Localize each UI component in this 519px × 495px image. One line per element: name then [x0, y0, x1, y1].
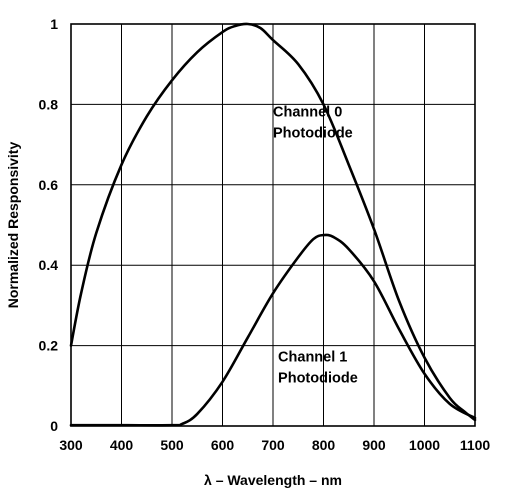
series-layer: [69, 22, 477, 427]
y-tick-labels: 0 0.2 0.4 0.6 0.8 1: [39, 16, 59, 434]
x-tick-label: 600: [211, 437, 235, 453]
series-line-channel-0: [69, 22, 477, 422]
y-tick-label: 1: [50, 16, 58, 32]
annotation-channel-0: Channel 0 Photodiode: [273, 104, 353, 141]
x-tick-label: 400: [110, 437, 134, 453]
x-tick-labels: 300 400 500 600 700 800 900 1000 1100: [59, 437, 490, 453]
x-tick-label: 500: [160, 437, 184, 453]
x-tick-label: 800: [312, 437, 336, 453]
x-tick-label: 1000: [409, 437, 440, 453]
annotations: Channel 0 Photodiode Channel 1 Photodiode: [273, 104, 358, 386]
grid: [70, 23, 476, 427]
y-tick-label: 0.2: [39, 338, 59, 354]
annotation-channel-1: Channel 1 Photodiode: [278, 350, 358, 387]
y-axis-label: Normalized Responsivity: [5, 142, 21, 309]
x-tick-label: 700: [261, 437, 285, 453]
x-tick-label: 1100: [460, 437, 491, 453]
y-tick-label: 0.8: [39, 96, 59, 112]
x-tick-label: 900: [362, 437, 386, 453]
x-axis-label: λ – Wavelength – nm: [204, 472, 342, 488]
series-line-channel-1: [69, 233, 477, 427]
y-tick-label: 0.6: [39, 177, 59, 193]
plot-frame: [70, 23, 476, 427]
y-tick-label: 0: [50, 418, 58, 434]
x-tick-label: 300: [59, 437, 83, 453]
y-tick-label: 0.4: [39, 257, 59, 273]
